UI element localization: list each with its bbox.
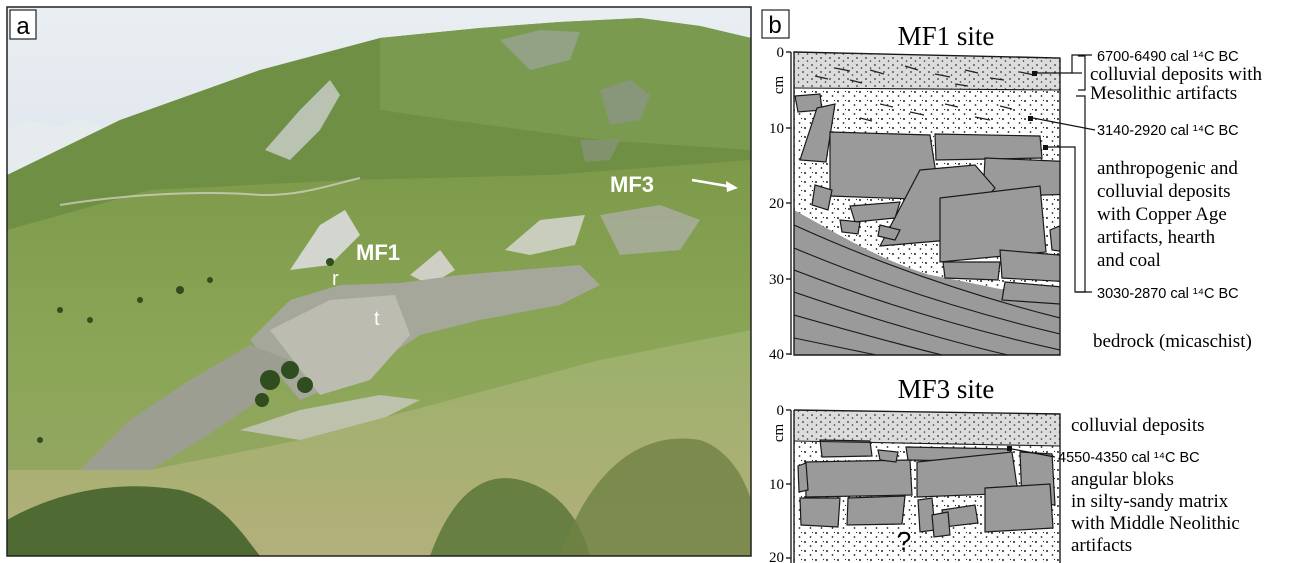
mf3-blocks-4: artifacts	[1071, 535, 1132, 556]
mf1-anthro-4: artifacts, hearth	[1097, 227, 1216, 248]
scar-upper	[290, 210, 360, 270]
mf3-arrow	[691, 178, 738, 192]
t-photo-label: t	[374, 308, 380, 330]
mf3-unit-label: cm	[771, 424, 787, 443]
mf3-sample-marker	[1007, 446, 1056, 458]
mf1-colluvial-2: Mesolithic artifacts	[1090, 83, 1237, 104]
mf1-colluvial-1: colluvial deposits with	[1090, 64, 1263, 85]
mf1-tick-30: 30	[769, 272, 784, 288]
mf1-tick-10: 10	[769, 121, 784, 137]
mf3-blocks-3: with Middle Neolithic	[1071, 513, 1240, 534]
mf3-tick-20: 20	[769, 550, 784, 563]
r-photo-label: r	[332, 268, 339, 290]
mf1-anthro-5: and coal	[1097, 250, 1161, 271]
mf1-colluvial-layer	[794, 52, 1060, 90]
mf3-blocks-2: in silty-sandy matrix	[1071, 491, 1229, 512]
mf3-unknown-mark: ?	[897, 526, 911, 556]
mf3-title: MF3 site	[898, 374, 995, 404]
mf3-colluvial: colluvial deposits	[1071, 415, 1205, 436]
mf1-date-mid: 3140-2920 cal ¹⁴C BC	[1097, 123, 1239, 139]
mf1-anthro-1: anthropogenic and	[1097, 158, 1238, 179]
mf3-tick-10: 10	[769, 477, 784, 493]
mf1-annotations: 6700-6490 cal ¹⁴C BC colluvial deposits …	[1090, 49, 1263, 352]
mf1-unit-label: cm	[771, 76, 787, 95]
mf1-photo-label: MF1	[356, 240, 400, 265]
mf3-annotations: colluvial deposits 4550-4350 cal ¹⁴C BC …	[1058, 415, 1240, 556]
mf3-column	[793, 409, 1061, 563]
mf1-depth-axis: 0 10 20 30 40 cm	[769, 45, 792, 363]
panel-a-label: a	[16, 13, 30, 40]
mf1-tick-20: 20	[769, 196, 784, 212]
panel-b-label: b	[768, 12, 781, 39]
mf3-tick-0: 0	[777, 403, 785, 419]
mf1-bedrock-label: bedrock (micaschist)	[1093, 331, 1252, 352]
mf1-date-bottom: 3030-2870 cal ¹⁴C BC	[1097, 286, 1239, 302]
mf1-column	[793, 51, 1061, 356]
mf1-date-top: 6700-6490 cal ¹⁴C BC	[1097, 49, 1239, 65]
panel-a-photo	[7, 7, 751, 556]
panel-b-label-box	[761, 9, 790, 39]
mf1-tick-0: 0	[777, 45, 785, 61]
mf1-sample-markers	[1028, 54, 1096, 293]
mf3-blocks-1: angular bloks	[1071, 469, 1174, 490]
mf3-photo-label: MF3	[610, 172, 654, 197]
panel-a-label-box	[9, 9, 37, 40]
mf1-tick-40: 40	[769, 347, 784, 363]
mf3-date: 4550-4350 cal ¹⁴C BC	[1058, 450, 1200, 466]
mf3-depth-axis: 0 10 20 cm	[769, 403, 792, 563]
mf1-title: MF1 site	[898, 21, 995, 51]
mf1-anthro-3: with Copper Age	[1097, 204, 1227, 225]
mf1-anthro-2: colluvial deposits	[1097, 181, 1231, 202]
mf3-colluvial-layer	[794, 410, 1060, 446]
